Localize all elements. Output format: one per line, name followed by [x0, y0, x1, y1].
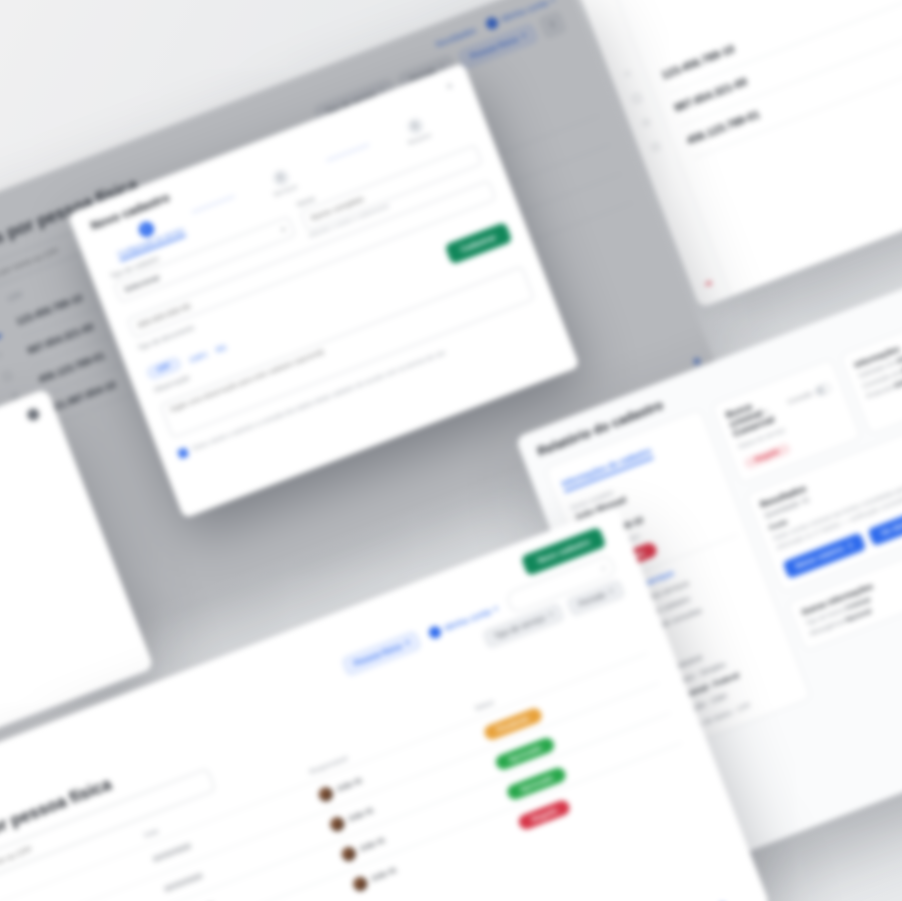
chevron-down-icon: ▾: [280, 225, 287, 234]
history-icon[interactable]: ◻: [649, 140, 662, 154]
logout-icon[interactable]: ➜: [702, 277, 715, 291]
document-icon[interactable]: ▢: [630, 91, 644, 106]
chip-rg[interactable]: RG: [215, 344, 228, 355]
responsible-name: João M.: [357, 834, 388, 854]
select-value: Selecionar: [122, 272, 162, 295]
chip-cpf[interactable]: CPF: [145, 356, 183, 381]
step-connector: [191, 195, 236, 214]
button-label: Ver detalhes: [879, 515, 902, 538]
responsible-name: João M.: [369, 864, 400, 884]
close-icon[interactable]: ×: [444, 79, 455, 94]
search-icon: ⌕: [599, 561, 608, 573]
step-dot: 1: [136, 219, 156, 240]
step-label: Resumo: [407, 131, 433, 148]
step-connector: [325, 143, 370, 162]
button-label: Baixar relatório: [794, 545, 846, 570]
terms-checkbox[interactable]: ✓: [177, 447, 189, 459]
status-badge: Negado: [516, 797, 572, 831]
filter-label: Período: [577, 589, 607, 609]
toggle-label: Consulta: [786, 390, 814, 406]
chevron-down-icon: ▾: [548, 611, 555, 619]
step-label: Serviços: [272, 183, 299, 199]
step-dot: 2: [270, 168, 291, 188]
chevron-down-icon: ▾: [404, 639, 411, 648]
download-icon: ⇩: [846, 541, 855, 551]
responsible-name: João M.: [346, 805, 377, 824]
chevron-down-icon: ▾: [608, 588, 615, 596]
options-icon[interactable]: [25, 406, 41, 423]
link-icon[interactable]: ◇: [640, 116, 652, 130]
step-dot: 3: [405, 116, 425, 137]
user-icon[interactable]: ○: [622, 68, 633, 81]
chip-cnpj[interactable]: CNPJ: [188, 351, 209, 365]
chevron-down-icon: ▾: [493, 605, 499, 614]
avatar: [427, 624, 444, 640]
responsible-name: João M.: [334, 775, 365, 794]
consulta-toggle[interactable]: [814, 381, 833, 397]
spacer: [0, 417, 28, 505]
